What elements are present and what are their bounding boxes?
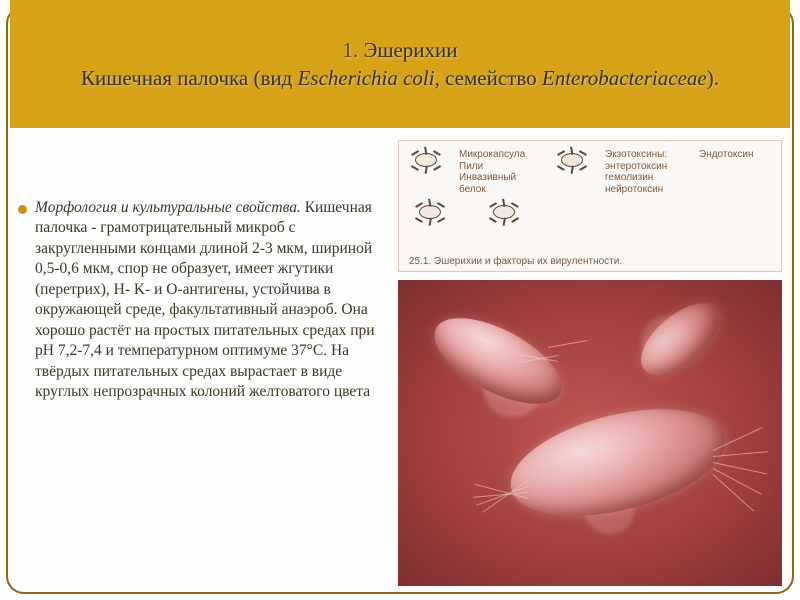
bacterium-icon — [409, 149, 443, 171]
title-word: Эшерихии — [363, 38, 457, 62]
body-paragraph: Морфология и культуральные свойства. Киш… — [35, 198, 388, 403]
bacterium-icon — [555, 149, 589, 171]
diagram-label-left: Микрокапсула Пили Инвазивный белок — [459, 149, 539, 195]
content-area: Морфология и культуральные свойства. Киш… — [18, 140, 782, 586]
diagram-caption: 25.1. Эшерихии и факторы их вирулентност… — [409, 256, 622, 267]
bacterium-icon — [413, 201, 447, 223]
diagram-label-right: Эндотоксин — [699, 149, 754, 161]
micrograph-photo — [398, 280, 782, 586]
diagram-label-mid: Экзотоксины: энтеротоксин гемолизин нейр… — [605, 149, 683, 195]
slide-title: 1. Эшерихии Кишечная палочка (вид Escher… — [81, 36, 719, 93]
slide-header: 1. Эшерихии Кишечная палочка (вид Escher… — [10, 0, 790, 128]
paragraph-lead: Морфология и культуральные свойства. — [35, 199, 301, 216]
title-line2-prefix: Кишечная палочка — [81, 66, 248, 90]
title-number: 1. — [342, 38, 358, 62]
species-name: Escherichia coli — [298, 66, 435, 90]
text-column: Морфология и культуральные свойства. Киш… — [18, 140, 388, 586]
paragraph-text: Кишечная палочка - грамотрицательный мик… — [35, 199, 375, 400]
image-column: Микрокапсула Пили Инвазивный белок Экзот… — [398, 140, 782, 586]
family-name: Enterobacteriaceae — [542, 66, 707, 90]
bullet-icon — [18, 205, 27, 214]
virulence-diagram: Микрокапсула Пили Инвазивный белок Экзот… — [398, 140, 782, 272]
bullet-item: Морфология и культуральные свойства. Киш… — [18, 198, 388, 403]
bacterium-icon — [487, 201, 521, 223]
